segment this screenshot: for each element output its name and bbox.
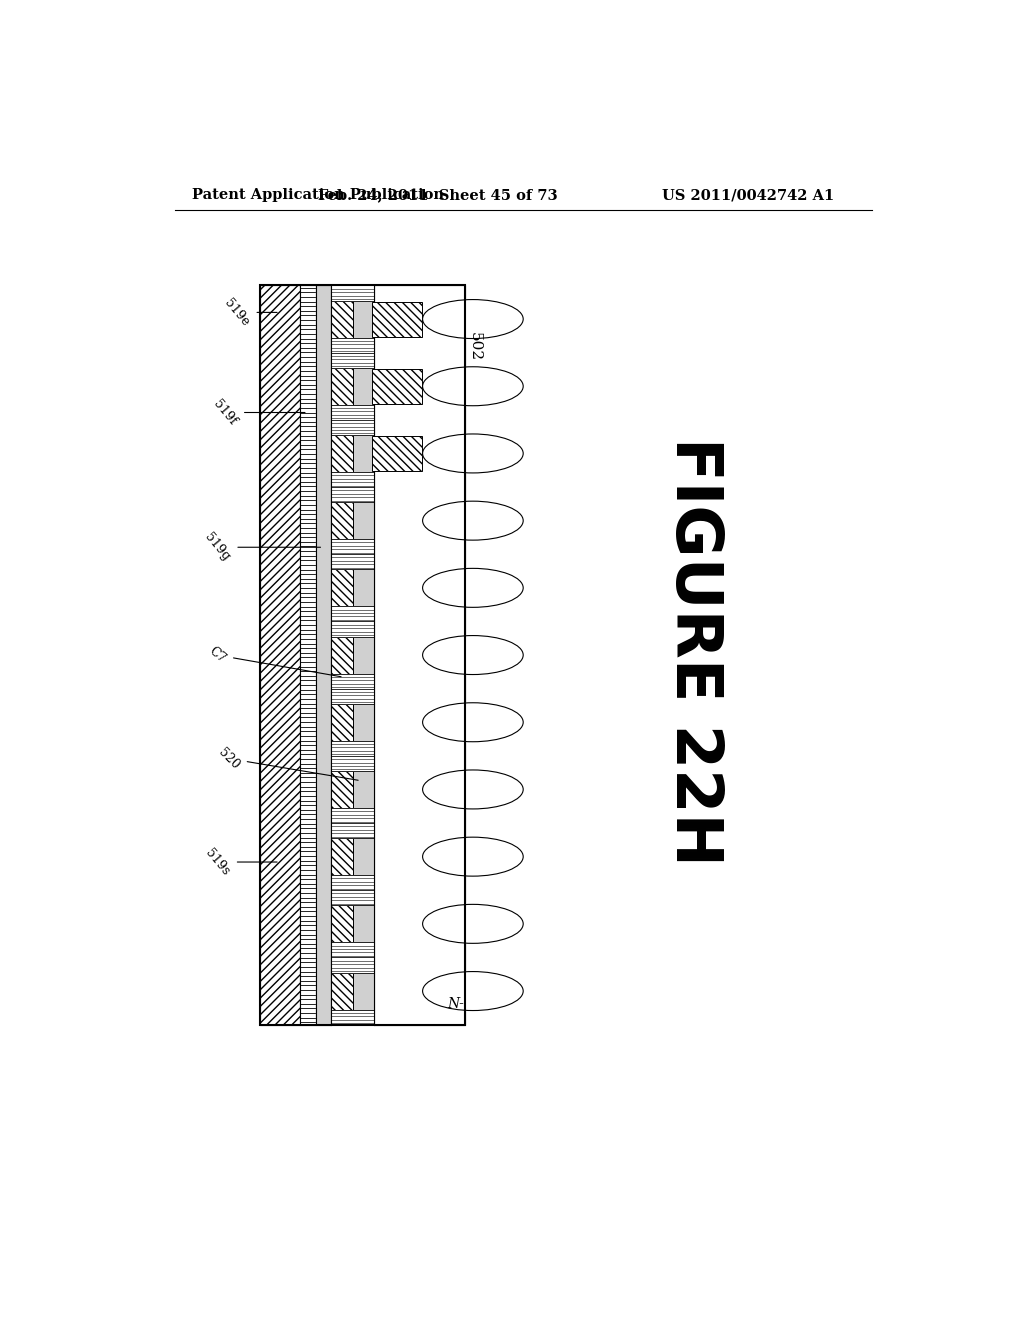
Bar: [331, 741, 374, 756]
Bar: [260, 285, 300, 1024]
Bar: [331, 838, 353, 875]
Bar: [331, 890, 374, 906]
Ellipse shape: [423, 972, 523, 1011]
Text: 520: 520: [216, 746, 358, 780]
Bar: [331, 285, 374, 301]
Text: US 2011/0042742 A1: US 2011/0042742 A1: [662, 189, 835, 202]
Ellipse shape: [423, 904, 523, 944]
Bar: [331, 606, 374, 622]
Text: Feb. 24, 2011  Sheet 45 of 73: Feb. 24, 2011 Sheet 45 of 73: [318, 189, 558, 202]
Bar: [331, 673, 374, 689]
Bar: [331, 906, 353, 942]
Bar: [331, 957, 374, 973]
Bar: [260, 285, 465, 1024]
Ellipse shape: [423, 770, 523, 809]
Bar: [353, 569, 374, 606]
Bar: [331, 636, 353, 673]
Bar: [353, 502, 374, 539]
Text: 519g: 519g: [202, 531, 321, 564]
Bar: [331, 569, 353, 606]
Bar: [353, 838, 374, 875]
Bar: [331, 973, 353, 1010]
Bar: [331, 554, 374, 569]
Bar: [260, 285, 465, 1024]
Bar: [331, 502, 353, 539]
Bar: [331, 636, 353, 673]
Bar: [353, 704, 374, 741]
Bar: [331, 824, 374, 838]
Bar: [372, 301, 423, 337]
Bar: [331, 301, 353, 338]
Bar: [372, 436, 423, 471]
Text: 502: 502: [467, 333, 481, 362]
Text: C7: C7: [206, 644, 341, 677]
Bar: [353, 636, 374, 673]
Bar: [331, 352, 374, 368]
Bar: [372, 436, 423, 471]
Text: 519f: 519f: [211, 397, 305, 428]
Bar: [331, 502, 353, 539]
Bar: [353, 771, 374, 808]
Bar: [331, 487, 374, 502]
Bar: [315, 285, 331, 1024]
Bar: [331, 838, 353, 875]
Bar: [353, 368, 374, 405]
Bar: [372, 368, 423, 404]
Ellipse shape: [423, 702, 523, 742]
Ellipse shape: [423, 502, 523, 540]
Bar: [331, 569, 353, 606]
Bar: [331, 368, 353, 405]
Bar: [331, 405, 374, 420]
Bar: [331, 622, 374, 636]
Bar: [331, 704, 353, 741]
Ellipse shape: [423, 569, 523, 607]
Bar: [331, 338, 374, 352]
Bar: [331, 368, 353, 405]
Bar: [353, 973, 374, 1010]
Bar: [331, 436, 353, 473]
Bar: [331, 771, 353, 808]
Bar: [331, 473, 374, 487]
Bar: [331, 942, 374, 957]
Bar: [331, 1010, 374, 1024]
Bar: [374, 285, 465, 1024]
Bar: [331, 420, 374, 436]
Bar: [353, 301, 374, 338]
Ellipse shape: [423, 635, 523, 675]
Bar: [331, 875, 374, 890]
Bar: [260, 285, 300, 1024]
Text: 519e: 519e: [221, 296, 278, 329]
Text: 519s: 519s: [203, 846, 278, 878]
Bar: [372, 368, 423, 404]
Bar: [331, 689, 374, 704]
Text: Patent Application Publication: Patent Application Publication: [191, 189, 443, 202]
Text: FIGURE 22H: FIGURE 22H: [663, 437, 725, 866]
Bar: [331, 756, 374, 771]
Ellipse shape: [423, 434, 523, 473]
Ellipse shape: [423, 837, 523, 876]
Bar: [353, 906, 374, 942]
Bar: [372, 301, 423, 337]
Bar: [331, 436, 353, 473]
Text: N-: N-: [447, 997, 464, 1011]
Ellipse shape: [423, 300, 523, 338]
Ellipse shape: [423, 367, 523, 405]
Bar: [331, 301, 353, 338]
Bar: [331, 704, 353, 741]
Bar: [331, 973, 353, 1010]
Bar: [300, 285, 315, 1024]
Bar: [331, 808, 374, 824]
Bar: [353, 436, 374, 473]
Bar: [331, 539, 374, 554]
Bar: [331, 771, 353, 808]
Bar: [331, 906, 353, 942]
